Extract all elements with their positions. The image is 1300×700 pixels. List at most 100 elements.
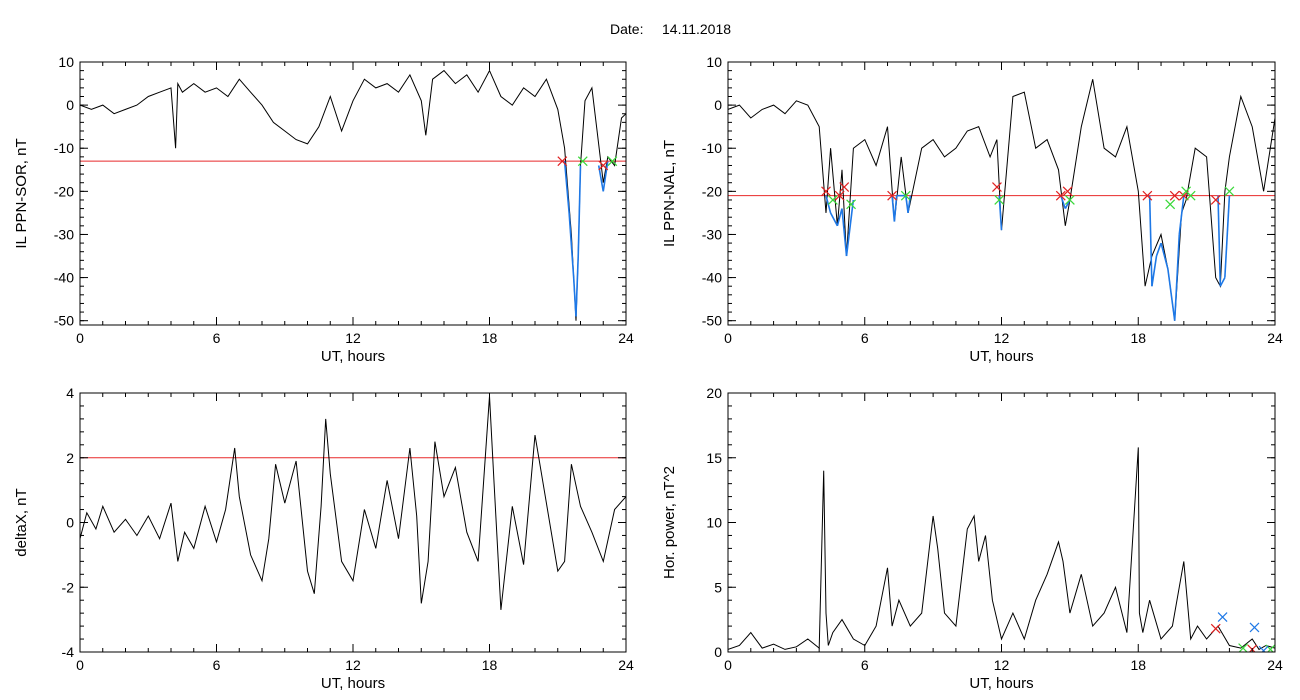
plot-frame bbox=[727, 392, 1276, 653]
series-line-0 bbox=[80, 396, 626, 610]
highlight-segment bbox=[1155, 242, 1162, 257]
red-mark-x bbox=[839, 182, 850, 192]
red-mark-x bbox=[598, 160, 609, 171]
green-mark-x bbox=[1185, 190, 1196, 201]
highlight-segment bbox=[1219, 277, 1226, 287]
x-tick-label: 6 bbox=[861, 657, 869, 673]
highlight-segment bbox=[1060, 195, 1067, 209]
y-tick-label: -30 bbox=[54, 226, 74, 242]
x-tick-label: 18 bbox=[1130, 657, 1146, 673]
y-tick-label: -10 bbox=[702, 140, 722, 156]
y-tick-label: 4 bbox=[66, 385, 74, 401]
y-tick-label: -40 bbox=[54, 270, 74, 286]
highlight-segment bbox=[1178, 195, 1185, 235]
red-mark-x bbox=[557, 156, 568, 167]
highlight-segment bbox=[575, 255, 580, 317]
x-tick-label: 6 bbox=[213, 657, 221, 673]
figure-date-label: Date: bbox=[610, 21, 643, 37]
highlight-segment bbox=[1173, 234, 1181, 321]
y-axis-label: IL PPN-NAL, nT bbox=[661, 140, 678, 247]
panel-hor-power: 0 6 12 18 24 20 15 10 5 0 UT, hours Hor. power, nT^… bbox=[661, 385, 1283, 692]
series-line-0 bbox=[80, 69, 626, 321]
x-tick-label: 18 bbox=[1130, 330, 1146, 346]
y-tick-label: -20 bbox=[54, 183, 74, 199]
y-tick-label: 0 bbox=[714, 97, 722, 113]
x-tick-label: 24 bbox=[1267, 330, 1283, 346]
highlight-segment bbox=[836, 208, 843, 227]
x-tick-label: 12 bbox=[345, 657, 361, 673]
x-tick-label: 18 bbox=[482, 657, 498, 673]
highlight-segment bbox=[998, 195, 1003, 231]
x-axis-label: UT, hours bbox=[969, 348, 1033, 365]
y-tick-label: -50 bbox=[54, 313, 74, 329]
highlight-segment bbox=[829, 212, 839, 227]
y-tick-label: -20 bbox=[702, 183, 722, 199]
x-tick-label: 12 bbox=[994, 657, 1010, 673]
y-tick-label: -30 bbox=[702, 226, 722, 242]
data-area bbox=[80, 69, 626, 321]
y-tick-label: 0 bbox=[714, 644, 722, 660]
highlight-segment bbox=[1167, 268, 1176, 321]
y-tick-label: 5 bbox=[714, 579, 722, 595]
green-mark-x bbox=[1238, 643, 1249, 652]
plot-frame bbox=[79, 392, 627, 653]
red-mark-x bbox=[992, 182, 1002, 192]
x-axis-label: UT, hours bbox=[321, 675, 385, 692]
series-line-0 bbox=[728, 447, 1275, 651]
red-mark-x bbox=[1210, 623, 1221, 634]
x-tick-label: 0 bbox=[724, 657, 732, 673]
x-tick-label: 0 bbox=[724, 330, 732, 346]
y-tick-label: 10 bbox=[706, 54, 722, 70]
data-area bbox=[728, 79, 1275, 321]
figure-date-value: 14.11.2018 bbox=[662, 21, 731, 37]
red-mark-x bbox=[1169, 190, 1180, 201]
red-mark-x bbox=[1062, 186, 1073, 197]
x-tick-label: 12 bbox=[345, 330, 361, 346]
x-tick-label: 0 bbox=[76, 330, 84, 346]
highlight-segment bbox=[1160, 242, 1169, 270]
panel-ppn-nal: 0 6 12 18 24 10 0 -10 -20 -30 -40 -50 UT, hours IL PP… bbox=[661, 54, 1283, 365]
red-mark-x bbox=[821, 186, 831, 197]
red-mark-x bbox=[1055, 190, 1066, 201]
highlight-segment bbox=[907, 195, 912, 214]
red-mark-x bbox=[1142, 190, 1153, 201]
green-mark-x bbox=[846, 199, 856, 210]
y-tick-label: 20 bbox=[706, 385, 722, 401]
red-mark-x bbox=[1210, 195, 1221, 205]
y-tick-label: 0 bbox=[66, 515, 74, 531]
data-area bbox=[80, 396, 626, 610]
y-tick-label: -50 bbox=[702, 313, 722, 329]
y-tick-label: 0 bbox=[66, 97, 74, 113]
y-tick-label: 15 bbox=[706, 450, 722, 466]
highlight-segment bbox=[1151, 255, 1158, 287]
y-tick-label: -10 bbox=[54, 140, 74, 156]
y-axis-label: deltaX, nT bbox=[13, 488, 30, 556]
series-line-0 bbox=[728, 79, 1275, 321]
x-tick-label: 6 bbox=[861, 330, 869, 346]
blue-mark-x bbox=[1258, 645, 1269, 652]
blue-mark-x bbox=[1249, 622, 1260, 633]
y-axis-label: IL PPN-SOR, nT bbox=[13, 138, 30, 248]
y-tick-label: 10 bbox=[58, 54, 74, 70]
y-tick-label: -2 bbox=[62, 579, 75, 595]
green-mark-x bbox=[994, 195, 1005, 205]
blue-mark-x bbox=[1217, 612, 1228, 622]
highlight-segment bbox=[1217, 195, 1222, 287]
highlight-segment bbox=[845, 199, 855, 257]
x-tick-label: 24 bbox=[618, 330, 634, 346]
data-area bbox=[728, 447, 1275, 652]
highlight-segment bbox=[1148, 195, 1153, 287]
x-tick-label: 6 bbox=[213, 330, 221, 346]
highlight-segment bbox=[602, 161, 609, 192]
y-tick-label: 10 bbox=[706, 515, 722, 531]
red-mark-x bbox=[887, 190, 898, 201]
highlight-segment bbox=[577, 165, 582, 257]
x-axis-label: UT, hours bbox=[969, 675, 1033, 692]
red-mark-x bbox=[834, 190, 845, 201]
x-tick-label: 0 bbox=[76, 657, 84, 673]
x-tick-label: 24 bbox=[1267, 657, 1283, 673]
y-tick-label: 2 bbox=[66, 450, 74, 466]
green-mark-x bbox=[1064, 195, 1075, 205]
